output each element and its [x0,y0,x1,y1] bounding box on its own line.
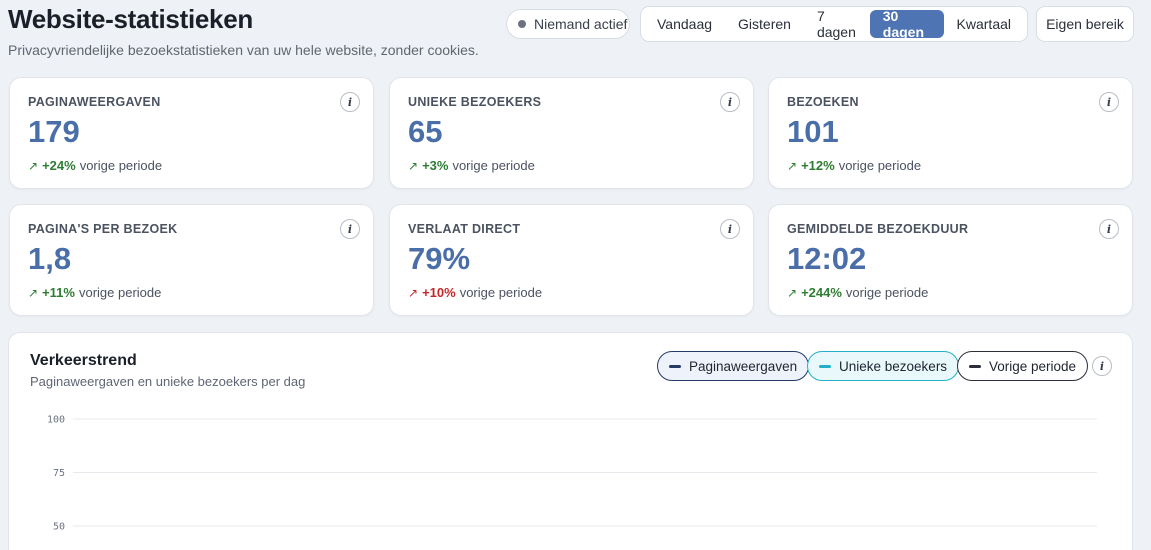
trend-suffix: vorige periode [79,158,163,173]
legend-toggle-previous-period[interactable]: Vorige periode [957,351,1089,381]
trend-arrow-icon: ↗ [787,285,798,300]
trend-suffix: vorige periode [838,158,922,173]
trend-suffix: vorige periode [459,285,543,300]
trend-arrow-icon: ↗ [28,285,39,300]
info-icon[interactable]: i [1099,92,1119,112]
range-today-button[interactable]: Vandaag [657,16,713,32]
stat-card-unique-visitors: UNIEKE BEZOEKERS i 65 ↗ +3% vorige perio… [389,77,754,189]
stat-trend: ↗ +24% vorige periode [28,158,162,173]
trend-suffix: vorige periode [845,285,929,300]
custom-range-button[interactable]: Eigen bereik [1036,6,1134,42]
legend-label: Unieke bezoekers [839,358,948,374]
info-icon[interactable]: i [1099,219,1119,239]
stat-card-bounce-rate: VERLAAT DIRECT i 79% ↗ +10% vorige perio… [389,204,754,316]
trend-arrow-icon: ↗ [408,285,419,300]
trend-arrow-icon: ↗ [28,158,39,173]
trend-suffix: vorige periode [452,158,535,173]
line-swatch-icon [819,364,831,368]
range-yesterday-button[interactable]: Gisteren [738,16,791,32]
stat-trend: ↗ +10% vorige periode [408,285,542,300]
stat-value: 1,8 [28,241,72,276]
legend-toggle-pageviews[interactable]: Paginaweergaven [657,351,810,381]
stat-label: GEMIDDELDE BEZOEKDUUR [787,222,969,236]
trend-delta: +244% [801,285,842,300]
range-quarter-button[interactable]: Kwartaal [956,16,1011,32]
y-tick-label: 100 [47,415,65,426]
stat-label: UNIEKE BEZOEKERS [408,95,542,109]
page-subtitle: Privacyvriendelijke bezoekstatistieken v… [8,42,479,58]
stat-value: 79% [408,241,471,276]
stat-label: VERLAAT DIRECT [408,222,521,236]
live-status-label: Niemand actief [534,16,628,32]
info-icon[interactable]: i [720,92,740,112]
trend-delta: +24% [42,158,76,173]
stat-value: 179 [28,114,80,149]
stat-label: PAGINAWEERGAVEN [28,95,161,109]
info-icon[interactable]: i [340,219,360,239]
stat-card-visits: BEZOEKEN i 101 ↗ +12% vorige periode [768,77,1133,189]
live-status-pill: Niemand actief [506,9,630,39]
info-icon[interactable]: i [720,219,740,239]
status-dot-icon [518,20,526,28]
trend-delta: +12% [801,158,835,173]
chart-subtitle: Paginaweergaven en unieke bezoekers per … [30,374,306,389]
range-30-days-button[interactable]: 30 dagen [869,8,944,40]
stat-value: 12:02 [787,241,867,276]
stat-card-pageviews: PAGINAWEERGAVEN i 179 ↗ +24% vorige peri… [9,77,374,189]
traffic-chart-panel: Verkeerstrend Paginaweergaven en unieke … [8,332,1133,550]
info-icon[interactable]: i [1092,356,1112,376]
date-range-selector: Vandaag Gisteren 7 dagen 30 dagen Kwarta… [640,6,1028,42]
trend-suffix: vorige periode [78,285,162,300]
stat-card-avg-duration: GEMIDDELDE BEZOEKDUUR i 12:02 ↗ +244% vo… [768,204,1133,316]
chart-title: Verkeerstrend [30,352,137,369]
trend-delta: +3% [422,158,449,173]
page-title: Website-statistieken [8,4,253,34]
stat-value: 101 [787,114,839,149]
line-swatch-icon [669,364,681,368]
trend-delta: +11% [42,285,75,300]
stat-trend: ↗ +3% vorige periode [408,158,535,173]
legend-label: Vorige periode [989,358,1077,374]
traffic-chart-plot: 100 75 50 [47,415,1097,533]
y-tick-label: 50 [53,522,65,533]
stat-card-pages-per-visit: PAGINA'S PER BEZOEK i 1,8 ↗ +11% vorige … [9,204,374,316]
stat-value: 65 [408,114,443,149]
trend-arrow-icon: ↗ [787,158,798,173]
line-swatch-icon [969,364,981,368]
info-icon[interactable]: i [340,92,360,112]
stat-label: BEZOEKEN [787,95,859,109]
stat-trend: ↗ +11% vorige periode [28,285,161,300]
trend-delta: +10% [422,285,456,300]
stat-label: PAGINA'S PER BEZOEK [28,222,178,236]
y-tick-label: 75 [53,468,65,479]
stat-trend: ↗ +12% vorige periode [787,158,921,173]
trend-arrow-icon: ↗ [408,158,419,173]
legend-toggle-unique-visitors[interactable]: Unieke bezoekers [807,351,960,381]
legend-label: Paginaweergaven [689,358,798,374]
stat-trend: ↗ +244% vorige periode [787,285,928,300]
range-7-days-button[interactable]: 7 dagen [816,8,856,40]
